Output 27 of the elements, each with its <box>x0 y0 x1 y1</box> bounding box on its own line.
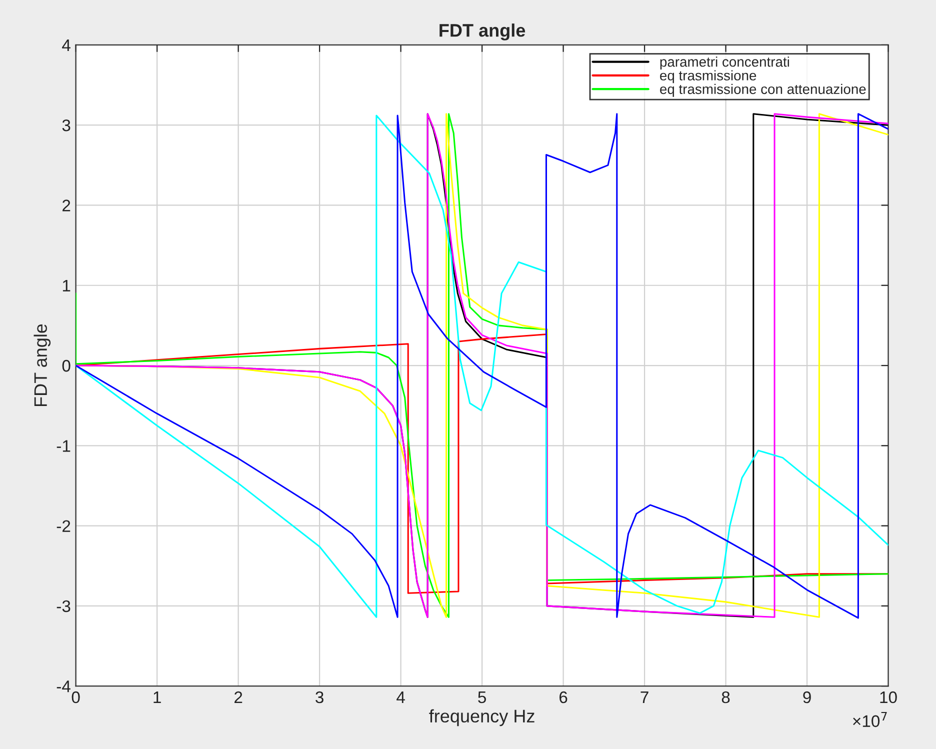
x-tick-label: 9 <box>803 691 811 704</box>
y-axis-title: FDT angle <box>34 324 51 406</box>
x-tick-label: 5 <box>478 692 486 704</box>
legend-label: eq trasmissione <box>660 70 756 84</box>
y-tick-label: 2 <box>62 200 70 212</box>
text: ×10$^{7}$ <box>853 712 887 728</box>
y-tick-label: 4 <box>62 40 70 51</box>
legend-label: eq trasmissione con attenuazione <box>660 84 866 97</box>
legend-label: parametri concentrati <box>660 56 789 70</box>
x-tick-label: 0 <box>72 691 80 704</box>
chart-title: FDT angle <box>440 24 526 40</box>
x-tick-label: 6 <box>559 691 568 704</box>
x-tick-label: 7 <box>640 692 648 704</box>
y-tick-label: -1 <box>56 440 70 452</box>
y-tick-label: -2 <box>56 520 70 532</box>
y-tick-label: -4 <box>56 680 70 692</box>
x-axis-title: frequency Hz <box>429 709 534 726</box>
x-tick-label: 10 <box>880 691 897 704</box>
x-tick-label: 3 <box>316 691 324 704</box>
y-tick-label: -3 <box>56 600 70 612</box>
x-tick-label: 1 <box>154 692 161 704</box>
y-tick-label: 3 <box>62 119 70 132</box>
x-tick-label: 8 <box>722 691 730 704</box>
x-tick-label: 4 <box>396 692 405 704</box>
y-tick-label: 1 <box>62 280 70 292</box>
x-tick-label: 2 <box>234 691 242 704</box>
y-tick-label: 0 <box>62 360 70 372</box>
